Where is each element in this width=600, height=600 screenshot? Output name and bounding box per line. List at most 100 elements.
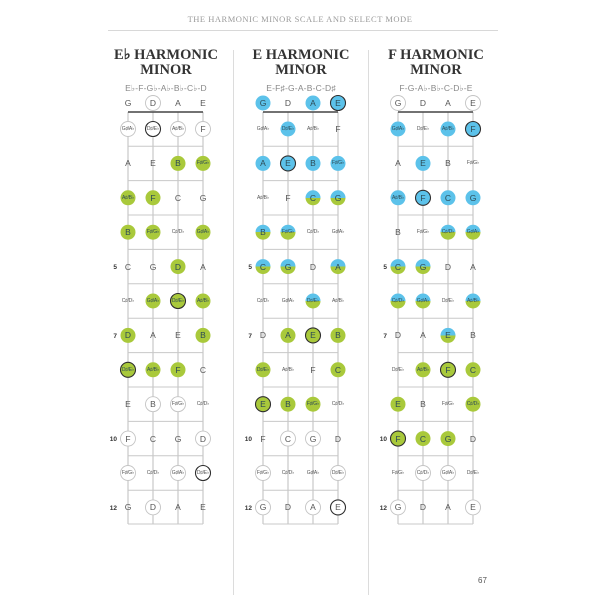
note-position xyxy=(465,95,481,111)
note-position xyxy=(195,155,211,171)
note-position xyxy=(255,224,271,240)
note-label: D♯/E♭ xyxy=(121,366,135,373)
note-label: G♯/A♭ xyxy=(441,470,455,476)
note-marker xyxy=(170,362,186,378)
note-marker xyxy=(255,465,271,481)
note-label: D♯/E♭ xyxy=(146,126,160,132)
note-label: B xyxy=(445,158,451,169)
note-position xyxy=(145,499,161,516)
note-label: F xyxy=(175,364,181,375)
root-note-marker xyxy=(329,499,347,516)
fret-number: 10 xyxy=(245,436,253,443)
note-position xyxy=(170,362,186,378)
note-label: A xyxy=(285,330,291,341)
note-position xyxy=(390,259,406,275)
note-marker xyxy=(330,465,346,481)
note-position xyxy=(145,224,161,240)
note-position xyxy=(390,190,406,206)
note-label: D♯/E♭ xyxy=(331,470,345,476)
note-label: B xyxy=(420,399,426,410)
note-label: G xyxy=(124,502,132,513)
note-position xyxy=(329,94,347,112)
note-marker xyxy=(195,430,211,447)
fret-number: 7 xyxy=(248,333,252,340)
note-label: A♯/B♭ xyxy=(282,366,294,373)
root-note-marker xyxy=(439,361,457,378)
note-marker xyxy=(120,465,136,481)
note-position xyxy=(279,155,297,172)
note-label: F xyxy=(335,124,341,134)
note-marker xyxy=(280,259,296,275)
note-label: A♯/B♭ xyxy=(172,126,184,132)
note-position xyxy=(330,362,346,378)
note-label: A xyxy=(335,261,341,272)
note-label: A♯/B♭ xyxy=(467,298,479,304)
note-position xyxy=(280,224,296,240)
note-label: G♯/A♭ xyxy=(146,298,160,304)
note-label: D xyxy=(419,98,427,108)
running-head: THE HARMONIC MINOR SCALE AND SELECT MODE xyxy=(187,14,413,24)
note-label: C♯/D♭ xyxy=(441,229,455,236)
note-label: D♯/E♭ xyxy=(196,470,210,476)
note-marker xyxy=(280,396,296,412)
note-marker xyxy=(280,430,296,447)
note-label: A xyxy=(175,98,181,108)
note-label: F♯/G♭ xyxy=(196,160,210,167)
note-label: D♯/E♭ xyxy=(171,298,185,304)
note-marker xyxy=(415,362,431,378)
note-label: D♯/E♭ xyxy=(306,298,320,304)
note-marker xyxy=(305,155,321,171)
fret-number: 12 xyxy=(380,505,388,512)
note-marker xyxy=(195,121,211,137)
note-position xyxy=(254,396,272,413)
note-label: G xyxy=(419,261,427,272)
note-marker xyxy=(330,155,346,171)
note-position xyxy=(390,396,406,412)
fret-number: 5 xyxy=(383,264,387,271)
note-position xyxy=(195,293,211,309)
note-label: G xyxy=(124,98,132,108)
note-marker xyxy=(440,224,456,240)
note-marker xyxy=(170,465,186,481)
note-label: F xyxy=(285,192,291,203)
root-note-marker xyxy=(304,327,322,344)
note-label: G♯/A♭ xyxy=(281,298,295,304)
note-position xyxy=(465,293,481,309)
note-label: F♯/G♭ xyxy=(466,160,480,167)
note-label: E xyxy=(260,399,266,410)
note-position xyxy=(169,292,187,310)
note-label: D♯/E♭ xyxy=(281,126,295,132)
note-marker xyxy=(390,190,406,206)
note-position xyxy=(280,396,296,412)
note-position xyxy=(440,224,456,240)
note-position xyxy=(120,224,136,240)
note-position xyxy=(415,155,431,171)
note-marker xyxy=(465,293,481,309)
note-marker xyxy=(440,431,456,447)
note-label: F♯/G♭ xyxy=(121,470,135,476)
note-label: E xyxy=(285,158,291,169)
note-position xyxy=(415,465,431,481)
note-position xyxy=(280,259,296,275)
note-label: C xyxy=(199,364,207,375)
note-label: G xyxy=(444,433,452,444)
note-label: D♯/E♭ xyxy=(441,298,455,304)
note-label: C♯/D♭ xyxy=(196,401,210,408)
note-label: G xyxy=(284,261,292,272)
note-label: A xyxy=(150,330,156,341)
note-label: E xyxy=(335,502,341,513)
note-label: A♯/B♭ xyxy=(257,194,269,201)
note-position xyxy=(119,361,137,378)
note-position xyxy=(280,430,296,447)
note-label: D xyxy=(419,502,427,513)
root-note-marker xyxy=(169,292,187,310)
note-label: A♯/B♭ xyxy=(147,366,159,373)
note-position xyxy=(194,464,212,482)
note-position xyxy=(415,431,431,447)
note-position xyxy=(280,121,296,137)
note-label: A♯/B♭ xyxy=(442,126,454,132)
note-position xyxy=(330,190,346,206)
column-divider xyxy=(233,50,234,595)
note-position xyxy=(305,95,321,111)
note-label: E xyxy=(335,98,341,108)
